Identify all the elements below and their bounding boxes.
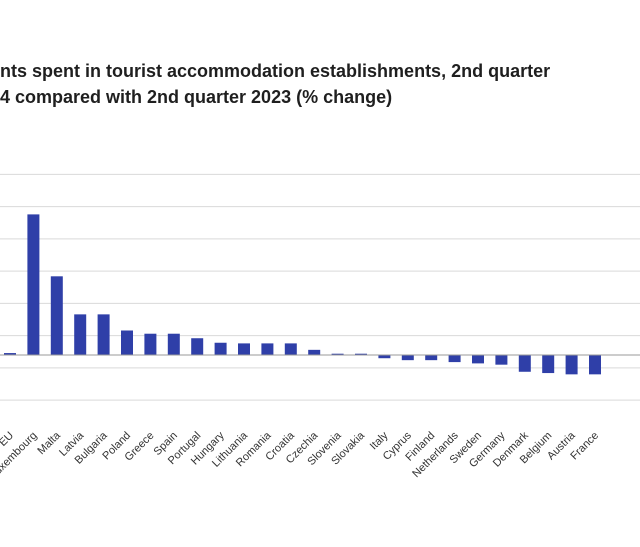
bar-poland bbox=[121, 330, 133, 355]
bar-latvia bbox=[74, 314, 87, 355]
chart-title-line-1: nts spent in tourist accommodation estab… bbox=[0, 61, 550, 81]
bar-slovakia bbox=[355, 353, 367, 355]
bar-hungary bbox=[214, 342, 227, 355]
bar-lithuania bbox=[238, 343, 250, 355]
bar-eu bbox=[4, 353, 16, 355]
bar-netherlands bbox=[448, 355, 461, 363]
bar-portugal bbox=[191, 338, 204, 355]
bar-cyprus bbox=[401, 355, 414, 361]
bar-romania bbox=[261, 343, 274, 355]
bar-luxembourg bbox=[27, 214, 40, 355]
chart-title-line-2: 4 compared with 2nd quarter 2023 (% chan… bbox=[0, 87, 392, 107]
bar-belgium bbox=[542, 355, 555, 374]
bar-sweden bbox=[472, 355, 484, 364]
bar-spain bbox=[167, 333, 180, 355]
bar-austria bbox=[565, 355, 578, 375]
bar-bulgaria bbox=[97, 314, 110, 355]
bar-malta bbox=[50, 276, 63, 355]
bar-czechia bbox=[308, 349, 321, 355]
bar-italy bbox=[378, 355, 391, 359]
bar-croatia bbox=[284, 343, 297, 355]
bar-finland bbox=[425, 355, 438, 361]
bar-denmark bbox=[518, 355, 531, 372]
bars bbox=[4, 214, 601, 375]
bar-greece bbox=[144, 333, 157, 355]
category-labels: EULuxembourgMaltaLatviaBulgariaPolandGre… bbox=[0, 429, 601, 481]
bar-france bbox=[589, 355, 601, 375]
bar-germany bbox=[495, 355, 508, 365]
bar-slovenia bbox=[331, 353, 344, 355]
